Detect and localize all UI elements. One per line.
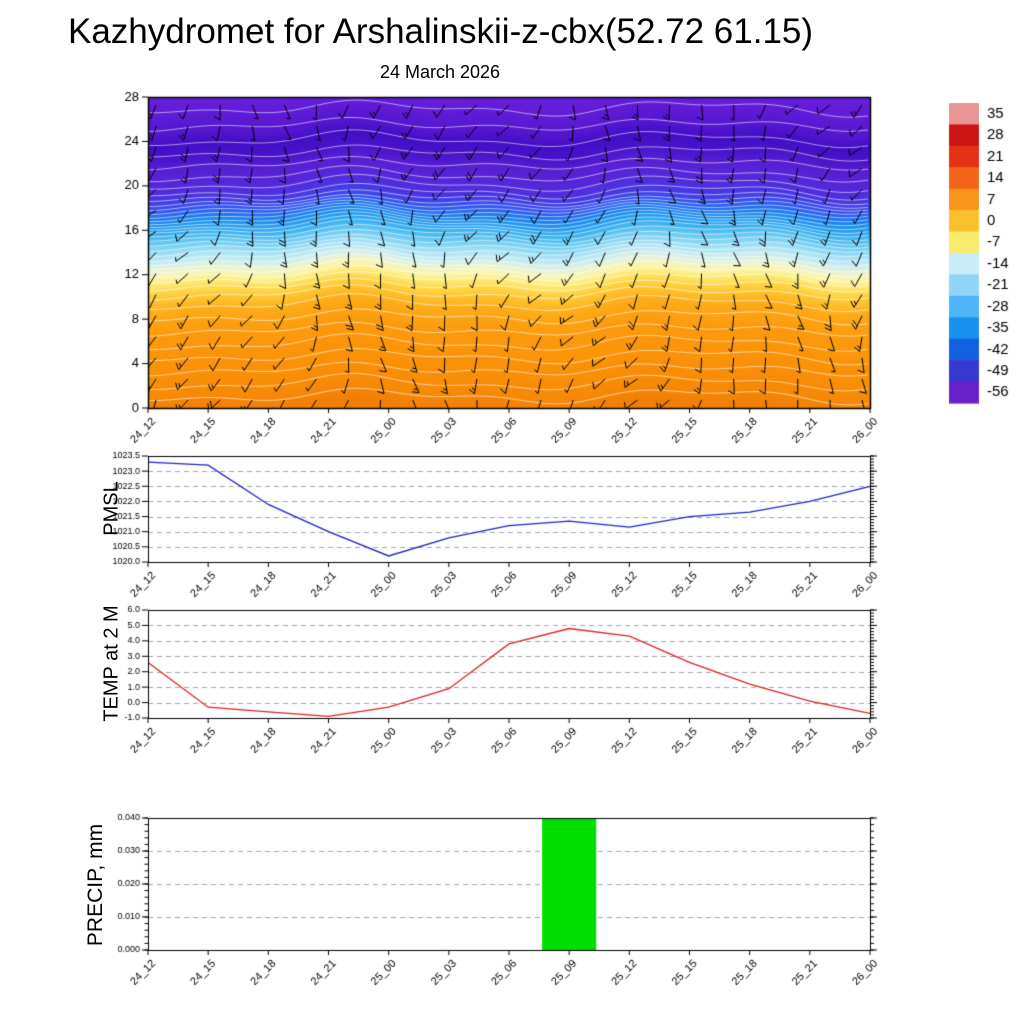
cross-section-panel [90,88,900,468]
colorbar [935,95,1024,411]
chart-date-subtitle: 24 March 2026 [379,62,501,82]
precip-panel [90,808,900,1018]
temp-panel [90,600,900,785]
page-title: Kazhydromet for Arshalinskii-z-cbx(52.72… [68,12,814,51]
